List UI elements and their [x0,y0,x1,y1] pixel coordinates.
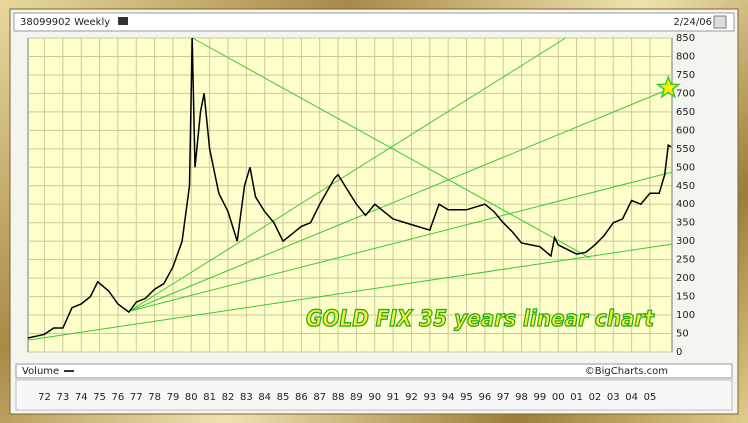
x-tick-label: 84 [258,392,271,403]
star-marker [655,74,681,99]
volume-panel [15,363,733,379]
y-tick-label: 250 [676,255,695,266]
x-tick-label: 75 [93,392,106,403]
x-tick-label: 91 [387,392,400,403]
x-tick-label: 87 [313,392,326,403]
y-tick-label: 50 [676,329,689,340]
trend-line [128,87,673,312]
x-tick-label: 80 [185,392,198,403]
x-tick-label: 72 [38,392,51,403]
x-tick-label: 95 [460,392,473,403]
y-tick-label: 750 [676,70,695,81]
x-tick-label: 74 [75,392,88,403]
y-tick-label: 0 [676,347,682,358]
x-tick-label: 00 [552,392,565,403]
x-tick-label: 03 [607,392,620,403]
header-left: 38099902 Weekly [20,17,110,28]
x-tick-label: 96 [478,392,491,403]
x-tick-label: 99 [534,392,547,403]
x-tick-label: 73 [56,392,69,403]
x-tick-label: 94 [442,392,455,403]
x-tick-label: 78 [148,392,161,403]
x-tick-label: 81 [203,392,216,403]
y-tick-label: 450 [676,181,695,192]
x-axis-panel [15,379,733,411]
header-icon [118,17,128,25]
y-tick-label: 400 [676,199,695,210]
y-tick-label: 300 [676,236,695,247]
x-tick-label: 89 [350,392,363,403]
x-tick-label: 93 [423,392,436,403]
x-tick-label: 85 [277,392,290,403]
x-tick-label: 79 [167,392,180,403]
y-tick-label: 150 [676,292,695,303]
trend-line [192,37,590,259]
scroll-button[interactable] [713,15,727,29]
x-tick-label: 92 [405,392,418,403]
trend-line [27,243,673,341]
y-tick-label: 500 [676,162,695,173]
marks [27,37,681,341]
x-tick-label: 02 [589,392,602,403]
header-right: 2/24/06 [673,17,712,28]
trend-line [128,171,673,312]
x-tick-label: 97 [497,392,510,403]
y-tick-label: 850 [676,33,695,44]
y-tick-label: 700 [676,88,695,99]
volume-icon [64,370,74,372]
x-tick-label: 82 [222,392,235,403]
credit: ©BigCharts.com [585,366,668,377]
x-tick-label: 98 [515,392,528,403]
y-tick-label: 600 [676,125,695,136]
x-tick-label: 77 [130,392,143,403]
x-tick-label: 90 [368,392,381,403]
x-tick-label: 05 [644,392,657,403]
y-tick-label: 800 [676,51,695,62]
price-line [27,37,672,339]
y-tick-label: 200 [676,273,695,284]
x-tick-label: 88 [332,392,345,403]
y-tick-label: 350 [676,218,695,229]
x-tick-label: 86 [295,392,308,403]
x-tick-label: 83 [240,392,253,403]
x-tick-label: 76 [112,392,125,403]
header-bar [13,12,735,32]
x-tick-label: 04 [625,392,638,403]
y-tick-label: 550 [676,144,695,155]
trend-line [128,37,566,312]
y-tick-label: 100 [676,310,695,321]
x-tick-label: 01 [570,392,583,403]
y-tick-label: 650 [676,107,695,118]
chart-title: GOLD FIX 35 years linear chart [306,307,655,332]
volume-label: Volume [22,366,59,377]
